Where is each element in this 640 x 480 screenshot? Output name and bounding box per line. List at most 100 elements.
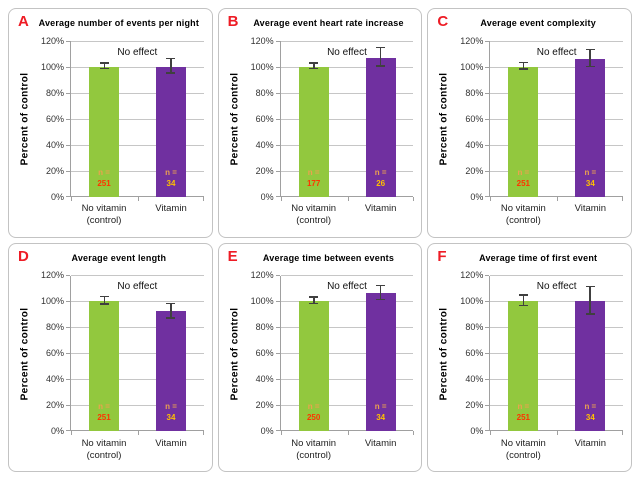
panel-d: D Average event length Percent of control 0…: [8, 242, 213, 472]
y-tick-label: 120%: [250, 35, 274, 46]
y-axis-tick: [485, 144, 490, 146]
panel-f: F Average time of first event Percent of c…: [427, 242, 632, 472]
chart-title: Average event length: [71, 252, 167, 263]
n-count-label: n = 26: [356, 167, 406, 189]
n-prefix: n =: [584, 167, 597, 177]
x-axis-tick: [280, 431, 282, 435]
n-prefix: n =: [517, 402, 530, 411]
gridline: [490, 40, 623, 42]
category-label-line: Vitamin: [155, 203, 187, 214]
y-tick-label: 40%: [45, 139, 64, 150]
y-tick-label: 60%: [465, 113, 484, 124]
error-bar-cap: [585, 285, 595, 288]
y-tick-label: 20%: [45, 400, 64, 410]
y-axis-tick: [66, 275, 70, 276]
y-axis-tick: [275, 405, 280, 406]
gridline: [280, 353, 414, 354]
category-label-control: No vitamin (control): [477, 203, 569, 227]
y-axis-tick: [66, 66, 70, 68]
panel-c: C Average event complexity Percent of cont…: [427, 8, 632, 238]
y-axis-tick: [275, 170, 280, 172]
n-value: 34: [585, 413, 595, 422]
x-axis-tick: [490, 196, 492, 201]
error-bar-cap: [585, 313, 595, 315]
plot-area: 0% 20% 40% 60% 80% 100% 120% No effect n = 250 No …: [251, 270, 414, 461]
category-label-line: Vitamin: [155, 437, 187, 449]
gridline: [71, 170, 204, 172]
y-tick-label: 20%: [255, 400, 274, 410]
n-count-label: n = 251: [498, 167, 548, 189]
error-bar-cap: [585, 48, 595, 51]
error-bar-cap: [166, 317, 176, 319]
x-axis-tick: [412, 431, 414, 435]
category-label-line: Vitamin: [364, 437, 397, 449]
error-bar: [170, 59, 172, 74]
category-label-line: No vitamin: [500, 437, 546, 449]
gridline: [490, 327, 623, 328]
y-axis-tick: [275, 92, 280, 94]
error-bar: [522, 63, 525, 70]
y-axis-line: [70, 275, 71, 431]
n-prefix: n =: [374, 167, 387, 177]
y-axis-tick: [485, 92, 490, 94]
x-axis-tick: [138, 196, 139, 201]
error-bar-cap: [309, 67, 319, 70]
gridline: [280, 405, 414, 406]
category-label-line: Vitamin: [364, 203, 397, 214]
n-prefix: n =: [374, 402, 387, 411]
gridline: [490, 301, 623, 302]
y-tick-label: 20%: [255, 165, 274, 176]
y-tick-label: 40%: [255, 374, 274, 384]
n-count-label: n = 250: [289, 401, 339, 423]
control-bar: [508, 66, 539, 197]
y-tick-label: 80%: [465, 87, 484, 98]
y-axis-line: [489, 41, 491, 197]
n-value: 34: [166, 178, 176, 188]
y-tick-label: 40%: [465, 374, 484, 384]
y-tick-label: 100%: [250, 61, 274, 72]
error-bar-cap: [99, 67, 109, 70]
error-bar: [589, 287, 591, 315]
y-tick-label: 80%: [465, 322, 484, 332]
x-axis-tick: [557, 196, 559, 201]
y-axis-tick: [275, 430, 280, 431]
error-bar: [313, 297, 315, 305]
error-bar: [379, 286, 382, 301]
n-prefix: n =: [307, 402, 320, 411]
gridline: [71, 144, 204, 146]
n-prefix: n =: [307, 167, 320, 177]
n-count-label: n = 34: [146, 167, 196, 189]
x-axis-line: [490, 430, 623, 431]
category-label-line: No vitamin: [81, 437, 127, 449]
y-axis-tick: [66, 430, 70, 431]
n-count-label: n = 34: [356, 401, 406, 423]
error-bar-cap: [375, 46, 385, 49]
x-axis-tick: [490, 431, 492, 435]
y-tick-label: 120%: [40, 35, 64, 46]
error-bar-cap: [166, 72, 176, 74]
n-count-label: n = 34: [565, 401, 615, 423]
error-bar-cap: [99, 303, 109, 305]
gridline: [71, 405, 204, 406]
error-bar: [522, 295, 525, 307]
y-tick-label: 100%: [460, 61, 484, 72]
y-axis-tick: [485, 275, 490, 276]
control-bar: [89, 66, 119, 197]
y-tick-label: 60%: [255, 348, 274, 358]
error-bar-cap: [309, 62, 319, 64]
x-axis-line: [490, 195, 623, 197]
n-value: 26: [376, 178, 386, 188]
y-tick-label: 100%: [460, 296, 484, 306]
y-axis-tick: [485, 430, 490, 431]
y-tick-label: 0%: [50, 426, 64, 436]
panel-e: E Average time between events Percent of c…: [217, 242, 423, 472]
x-axis-tick: [203, 431, 204, 435]
gridline: [280, 144, 414, 146]
n-value: 34: [166, 413, 176, 422]
y-axis-line: [279, 275, 281, 431]
error-bar-cap: [309, 302, 319, 305]
gridline: [71, 275, 204, 276]
gridline: [71, 40, 204, 42]
y-axis-tick: [66, 405, 70, 406]
error-bar-cap: [585, 65, 595, 68]
